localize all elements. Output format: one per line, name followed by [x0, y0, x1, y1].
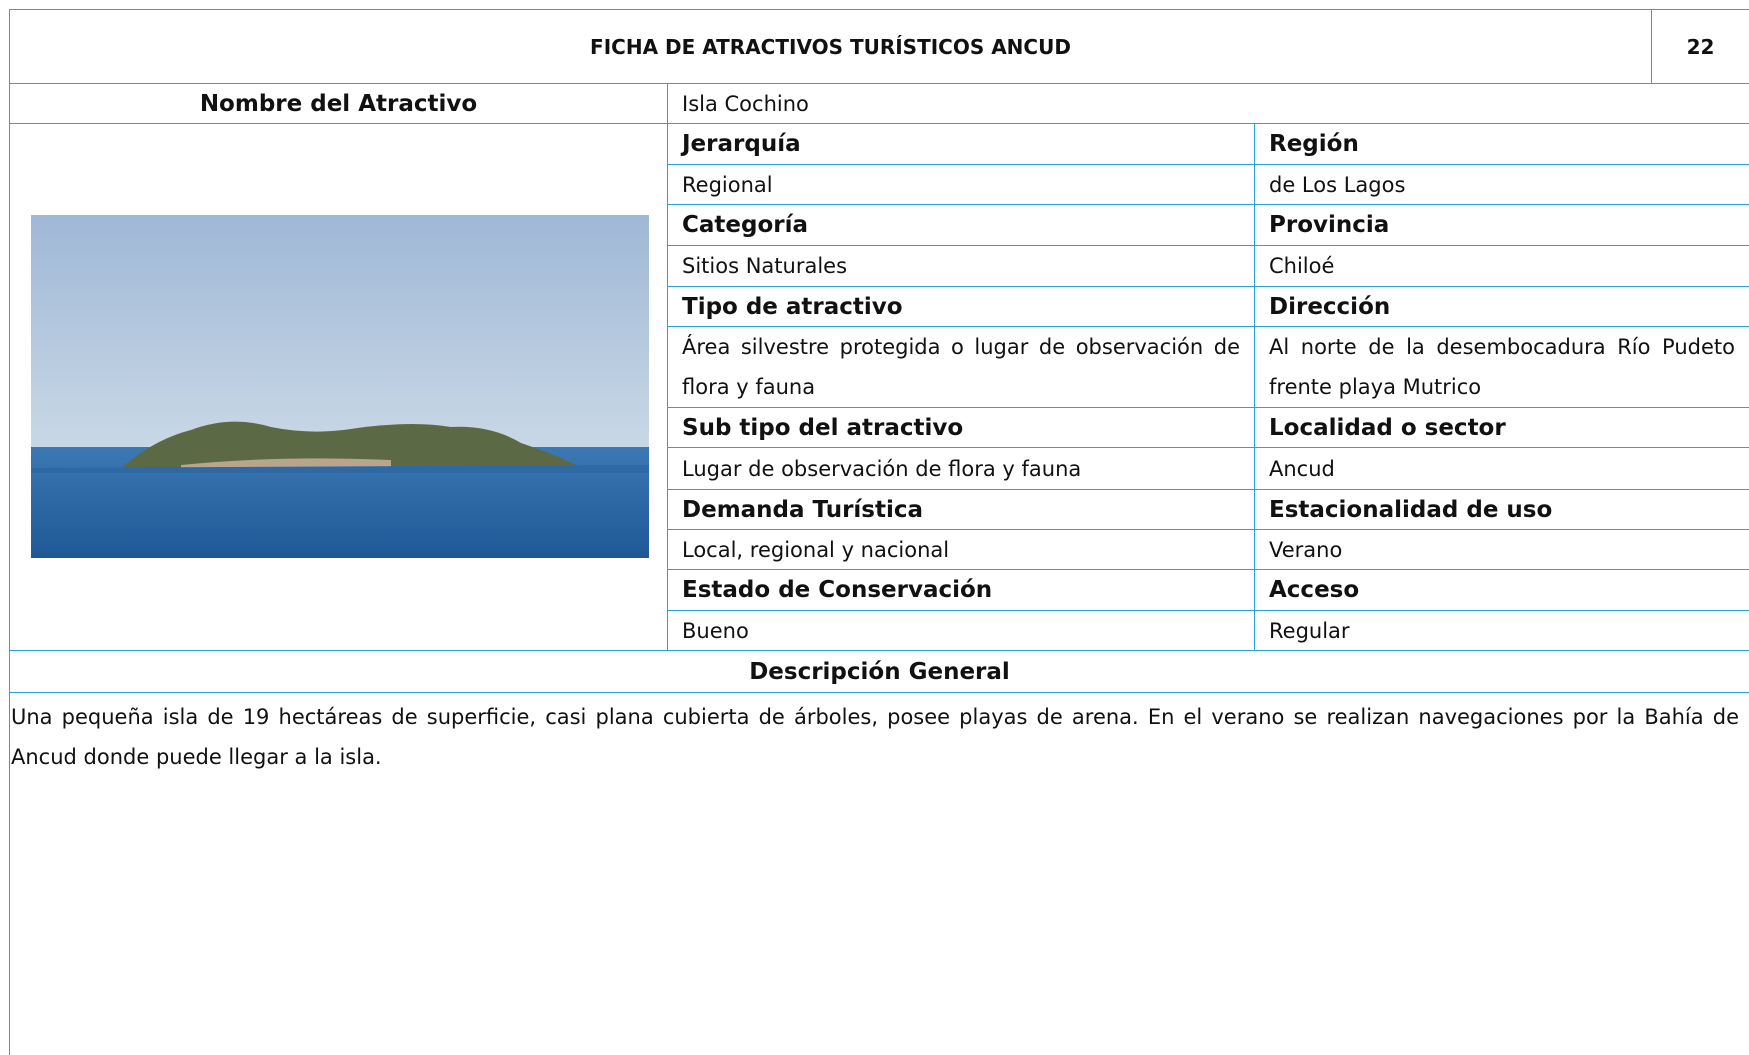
field-value: de Los Lagos: [1254, 164, 1749, 204]
field-value: Al norte de la desembocadura Río Pudeto …: [1254, 326, 1749, 407]
attraction-value: Isla Cochino: [667, 83, 1749, 123]
field-value: Regular: [1254, 610, 1749, 650]
field-value: Ancud: [1254, 447, 1749, 489]
field-label: Estado de Conservación: [667, 569, 1254, 610]
page-number: 22: [1651, 9, 1749, 83]
field-label: Categoría: [667, 204, 1254, 245]
field-value: Chiloé: [1254, 245, 1749, 286]
field-label: Estacionalidad de uso: [1254, 489, 1749, 529]
field-label: Jerarquía: [667, 123, 1254, 164]
photo-cell: [9, 123, 667, 650]
field-value: Sitios Naturales: [667, 245, 1254, 286]
field-value: Verano: [1254, 529, 1749, 569]
field-value: Bueno: [667, 610, 1254, 650]
field-label: Sub tipo del atractivo: [667, 407, 1254, 447]
field-label: Localidad o sector: [1254, 407, 1749, 447]
field-value: Regional: [667, 164, 1254, 204]
field-label: Acceso: [1254, 569, 1749, 610]
field-value: Local, regional y nacional: [667, 529, 1254, 569]
field-value: Área silvestre protegida o lugar de obse…: [667, 326, 1254, 407]
field-label: Región: [1254, 123, 1749, 164]
description-text: Una pequeña isla de 19 hectáreas de supe…: [9, 692, 1749, 1055]
field-value: Lugar de observación de flora y fauna: [667, 447, 1254, 489]
photo: [31, 215, 649, 558]
description-label: Descripción General: [9, 650, 1749, 692]
title: FICHA DE ATRACTIVOS TURÍSTICOS ANCUD: [9, 9, 1651, 83]
field-label: Provincia: [1254, 204, 1749, 245]
field-label: Tipo de atractivo: [667, 286, 1254, 326]
field-label: Dirección: [1254, 286, 1749, 326]
attraction-label: Nombre del Atractivo: [9, 83, 667, 123]
field-label: Demanda Turística: [667, 489, 1254, 529]
